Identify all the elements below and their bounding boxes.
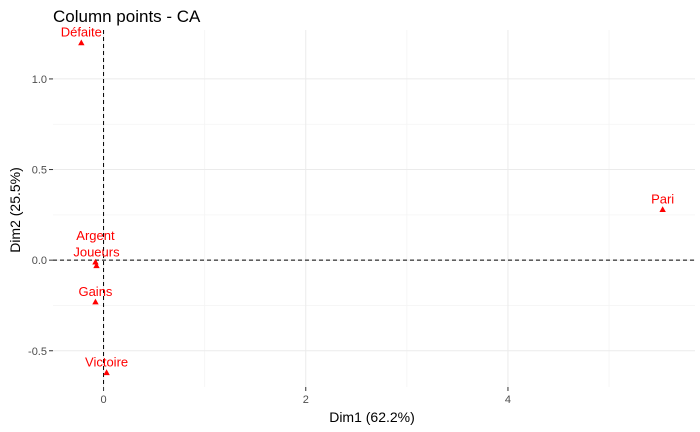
x-axis: 0 2 4 bbox=[100, 387, 511, 406]
y-tick-label: -0.5 bbox=[28, 346, 47, 358]
grid-lines bbox=[53, 30, 695, 387]
data-point bbox=[659, 206, 666, 212]
data-point bbox=[78, 39, 85, 46]
chart-title: Column points - CA bbox=[53, 7, 201, 26]
x-tick-label: 2 bbox=[303, 394, 309, 406]
data-point-label: Pari bbox=[651, 191, 674, 206]
data-points: Défaite Pari Argent Joueurs Gains Victoire bbox=[61, 25, 674, 376]
reference-lines bbox=[53, 30, 695, 387]
data-point bbox=[93, 262, 100, 269]
y-tick-label: 1.0 bbox=[32, 74, 47, 86]
x-tick-label: 0 bbox=[100, 394, 106, 406]
data-point bbox=[92, 258, 99, 265]
plot-panel: Défaite Pari Argent Joueurs Gains Victoire bbox=[53, 25, 695, 387]
x-tick-label: 4 bbox=[505, 394, 511, 406]
y-axis-label: Dim2 (25.5%) bbox=[7, 167, 23, 253]
data-point-label: Argent bbox=[76, 228, 115, 243]
data-point-label: Joueurs bbox=[73, 245, 120, 260]
data-point bbox=[92, 298, 99, 305]
x-axis-label: Dim1 (62.2%) bbox=[329, 409, 415, 425]
y-axis: -0.5 0.0 0.5 1.0 bbox=[28, 74, 53, 358]
data-point-label: Défaite bbox=[61, 25, 102, 40]
data-point-label: Victoire bbox=[85, 355, 128, 370]
y-tick-label: 0.5 bbox=[32, 165, 47, 177]
data-point bbox=[103, 369, 110, 376]
y-tick-label: 0.0 bbox=[32, 255, 47, 267]
data-point-label: Gains bbox=[78, 284, 112, 299]
